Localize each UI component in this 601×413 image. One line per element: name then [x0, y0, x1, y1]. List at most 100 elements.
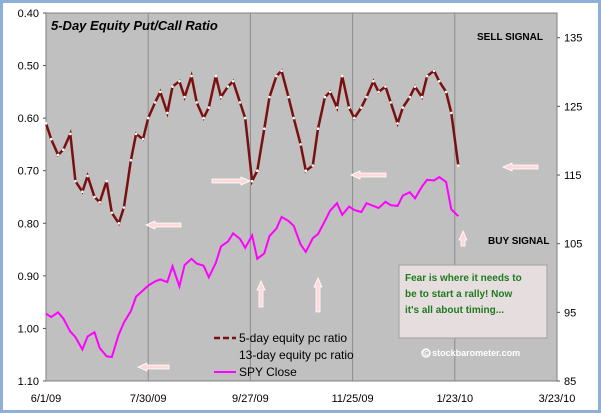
pc-ratio-point [287, 96, 290, 99]
pc-ratio-point [86, 175, 89, 178]
pc-ratio-point [256, 169, 259, 172]
pc-ratio-point [142, 138, 145, 141]
pc-ratio-point [57, 154, 60, 157]
pc-ratio-point [232, 80, 235, 83]
pc-ratio-point [414, 85, 417, 88]
pc-ratio-point [421, 96, 424, 99]
sell-signal-label: SELL SIGNAL [477, 32, 543, 43]
pc-ratio-point [239, 101, 242, 104]
pc-ratio-point [135, 133, 138, 136]
source-watermark: © stockbarometer.com [422, 348, 520, 358]
y-left-tick-label: 0.60 [18, 113, 39, 125]
pc-ratio-point [166, 112, 169, 115]
pc-ratio-point [372, 80, 375, 83]
pc-ratio-point [183, 96, 186, 99]
pc-ratio-point [426, 75, 429, 78]
pc-ratio-point [384, 85, 387, 88]
pc-ratio-point [445, 91, 448, 94]
pc-ratio-point [62, 148, 65, 151]
pc-ratio-point [336, 106, 339, 109]
pc-ratio-point [244, 117, 247, 120]
y-left-tick-label: 0.70 [18, 166, 39, 178]
pc-ratio-point [208, 106, 211, 109]
pc-ratio-point [227, 85, 230, 88]
y-left-tick-label: 0.80 [18, 218, 39, 230]
pc-ratio-point [147, 117, 150, 120]
put-call-chart: 6/1/09 7/30/09 9/27/09 11/25/09 1/23/10 3/23/… [3, 3, 598, 410]
note-line-1: Fear is where it needs to [405, 273, 522, 284]
pc-ratio-point [341, 75, 344, 78]
pc-ratio-point [438, 80, 441, 83]
pc-ratio-point [396, 122, 399, 125]
y-left-tick-label: 1.10 [18, 376, 39, 388]
pc-ratio-point [317, 127, 320, 130]
pc-ratio-point [402, 106, 405, 109]
pc-ratio-point [190, 75, 193, 78]
pc-ratio-point [171, 85, 174, 88]
pc-ratio-point [74, 180, 77, 183]
buy-signal-label: BUY SIGNAL [488, 236, 550, 247]
x-tick-label: 7/30/09 [130, 393, 167, 405]
pc-ratio-point [215, 75, 218, 78]
pc-ratio-point [365, 96, 368, 99]
y-right-tick-label: 95 [564, 307, 576, 319]
y-left-tick-label: 0.40 [18, 8, 39, 20]
pc-ratio-point [159, 91, 162, 94]
pc-ratio-point [202, 117, 205, 120]
pc-ratio-point [409, 96, 412, 99]
pc-ratio-point [93, 196, 96, 199]
pc-ratio-point [69, 133, 72, 136]
y-right-tick-label: 125 [564, 101, 582, 113]
note-line-3: it's all about timing... [405, 305, 504, 316]
legend-label-pc5: 5-day equity pc ratio [239, 331, 347, 345]
pc-ratio-point [280, 70, 283, 73]
pc-ratio-point [348, 106, 351, 109]
pc-ratio-point [251, 180, 254, 183]
pc-ratio-point [195, 101, 198, 104]
pc-ratio-point [123, 206, 126, 209]
pc-ratio-point [299, 143, 302, 146]
pc-ratio-point [360, 106, 363, 109]
pc-ratio-point [275, 75, 278, 78]
pc-ratio-point [377, 91, 380, 94]
note-line-2: be to start a rally! Now [405, 289, 512, 300]
pc-ratio-point [98, 201, 101, 204]
y-right-tick-label: 135 [564, 33, 582, 45]
legend-label-spy: SPY Close [239, 365, 297, 379]
x-tick-label: 6/1/09 [31, 393, 62, 405]
y-right-tick-label: 105 [564, 239, 582, 251]
y-right-tick-label: 115 [564, 170, 582, 182]
x-tick-label: 11/25/09 [332, 393, 374, 405]
pc-ratio-point [324, 96, 327, 99]
pc-ratio-point [268, 96, 271, 99]
pc-ratio-point [329, 91, 332, 94]
pc-ratio-point [178, 80, 181, 83]
pc-ratio-point [389, 101, 392, 104]
y-left-tick-label: 0.50 [18, 61, 39, 73]
chart-title: 5-Day Equity Put/Call Ratio [51, 18, 218, 33]
pc-ratio-point [353, 117, 356, 120]
x-tick-label: 9/27/09 [232, 393, 269, 405]
pc-ratio-point [450, 112, 453, 115]
pc-ratio-point [111, 212, 114, 215]
y-right-tick-label: 85 [564, 376, 576, 388]
pc-ratio-point [81, 190, 84, 193]
pc-ratio-point [312, 164, 315, 167]
pc-ratio-point [457, 164, 460, 167]
note-box: Fear is where it needs to be to start a … [399, 265, 547, 338]
y-left-tick-label: 0.90 [18, 271, 39, 283]
pc-ratio-point [50, 138, 53, 141]
pc-ratio-point [105, 180, 108, 183]
pc-ratio-point [130, 159, 133, 162]
source-label: © stockbarometer.com [423, 348, 520, 358]
legend-label-pc13: 13-day equity pc ratio [239, 348, 354, 362]
x-tick-label: 1/23/10 [436, 393, 473, 405]
pc-ratio-point [45, 122, 48, 125]
pc-ratio-point [263, 127, 266, 130]
pc-ratio-point [305, 169, 308, 172]
y-left-tick-label: 1.00 [18, 323, 39, 335]
pc-ratio-point [220, 96, 223, 99]
pc-ratio-point [433, 70, 436, 73]
x-tick-label: 3/23/10 [539, 393, 576, 405]
